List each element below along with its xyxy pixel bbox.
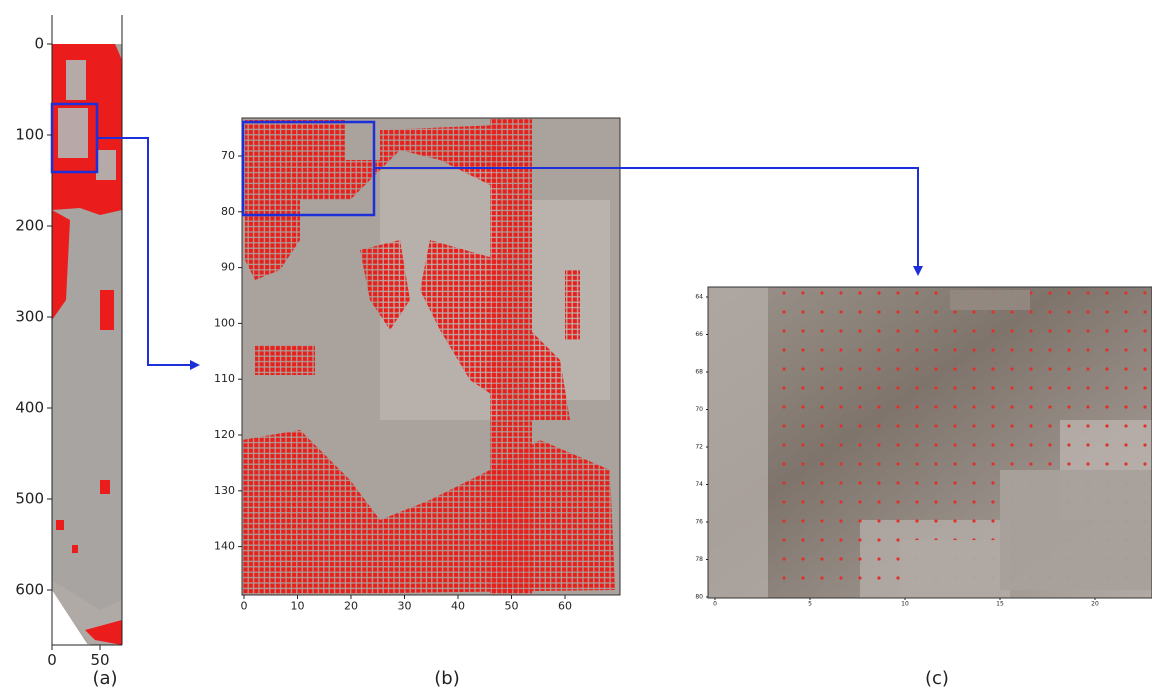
y-tick-label: 80 xyxy=(221,205,235,218)
y-tick-label: 500 xyxy=(15,490,44,508)
x-tick-label: 0 xyxy=(241,600,248,613)
x-tick-label: 0 xyxy=(713,601,717,608)
y-tick-label: 70 xyxy=(221,149,235,162)
x-tick-label: 0 xyxy=(47,651,57,669)
figure: (a) (b) (c) 0100200300400500600050708090… xyxy=(0,0,1152,690)
y-tick-label: 120 xyxy=(214,428,235,441)
y-tick-label: 130 xyxy=(214,484,235,497)
x-tick-label: 50 xyxy=(505,600,519,613)
panel-b-image xyxy=(242,118,620,595)
y-tick-label: 600 xyxy=(15,581,44,599)
x-tick-label: 60 xyxy=(558,600,572,613)
y-tick-label: 80 xyxy=(695,594,703,601)
y-tick-label: 400 xyxy=(15,399,44,417)
y-tick-label: 140 xyxy=(214,540,235,553)
y-tick-label: 66 xyxy=(695,331,703,338)
y-tick-label: 100 xyxy=(15,126,44,144)
x-tick-label: 40 xyxy=(451,600,465,613)
y-tick-label: 64 xyxy=(695,294,703,301)
y-tick-label: 78 xyxy=(695,556,703,563)
x-tick-label: 10 xyxy=(291,600,305,613)
y-tick-label: 0 xyxy=(34,35,44,53)
y-tick-label: 72 xyxy=(695,444,703,451)
x-tick-label: 20 xyxy=(344,600,358,613)
panel-c-image xyxy=(708,287,1152,598)
y-tick-label: 68 xyxy=(695,369,703,376)
x-tick-label: 30 xyxy=(398,600,412,613)
panel-caption: (c) xyxy=(925,668,949,689)
y-tick-label: 110 xyxy=(214,372,235,385)
x-tick-label: 5 xyxy=(808,601,812,608)
panel-caption: (a) xyxy=(92,668,117,689)
y-tick-label: 300 xyxy=(15,308,44,326)
y-tick-label: 100 xyxy=(214,316,235,329)
panel-caption: (b) xyxy=(434,668,459,689)
y-tick-label: 90 xyxy=(221,261,235,274)
x-tick-label: 15 xyxy=(996,601,1004,608)
x-tick-label: 20 xyxy=(1091,601,1099,608)
y-tick-label: 70 xyxy=(695,406,703,413)
x-tick-label: 10 xyxy=(901,601,909,608)
y-tick-label: 74 xyxy=(695,481,703,488)
panel-a-image xyxy=(52,44,122,645)
y-tick-label: 200 xyxy=(15,217,44,235)
y-tick-label: 76 xyxy=(695,519,703,526)
x-tick-label: 50 xyxy=(90,651,109,669)
